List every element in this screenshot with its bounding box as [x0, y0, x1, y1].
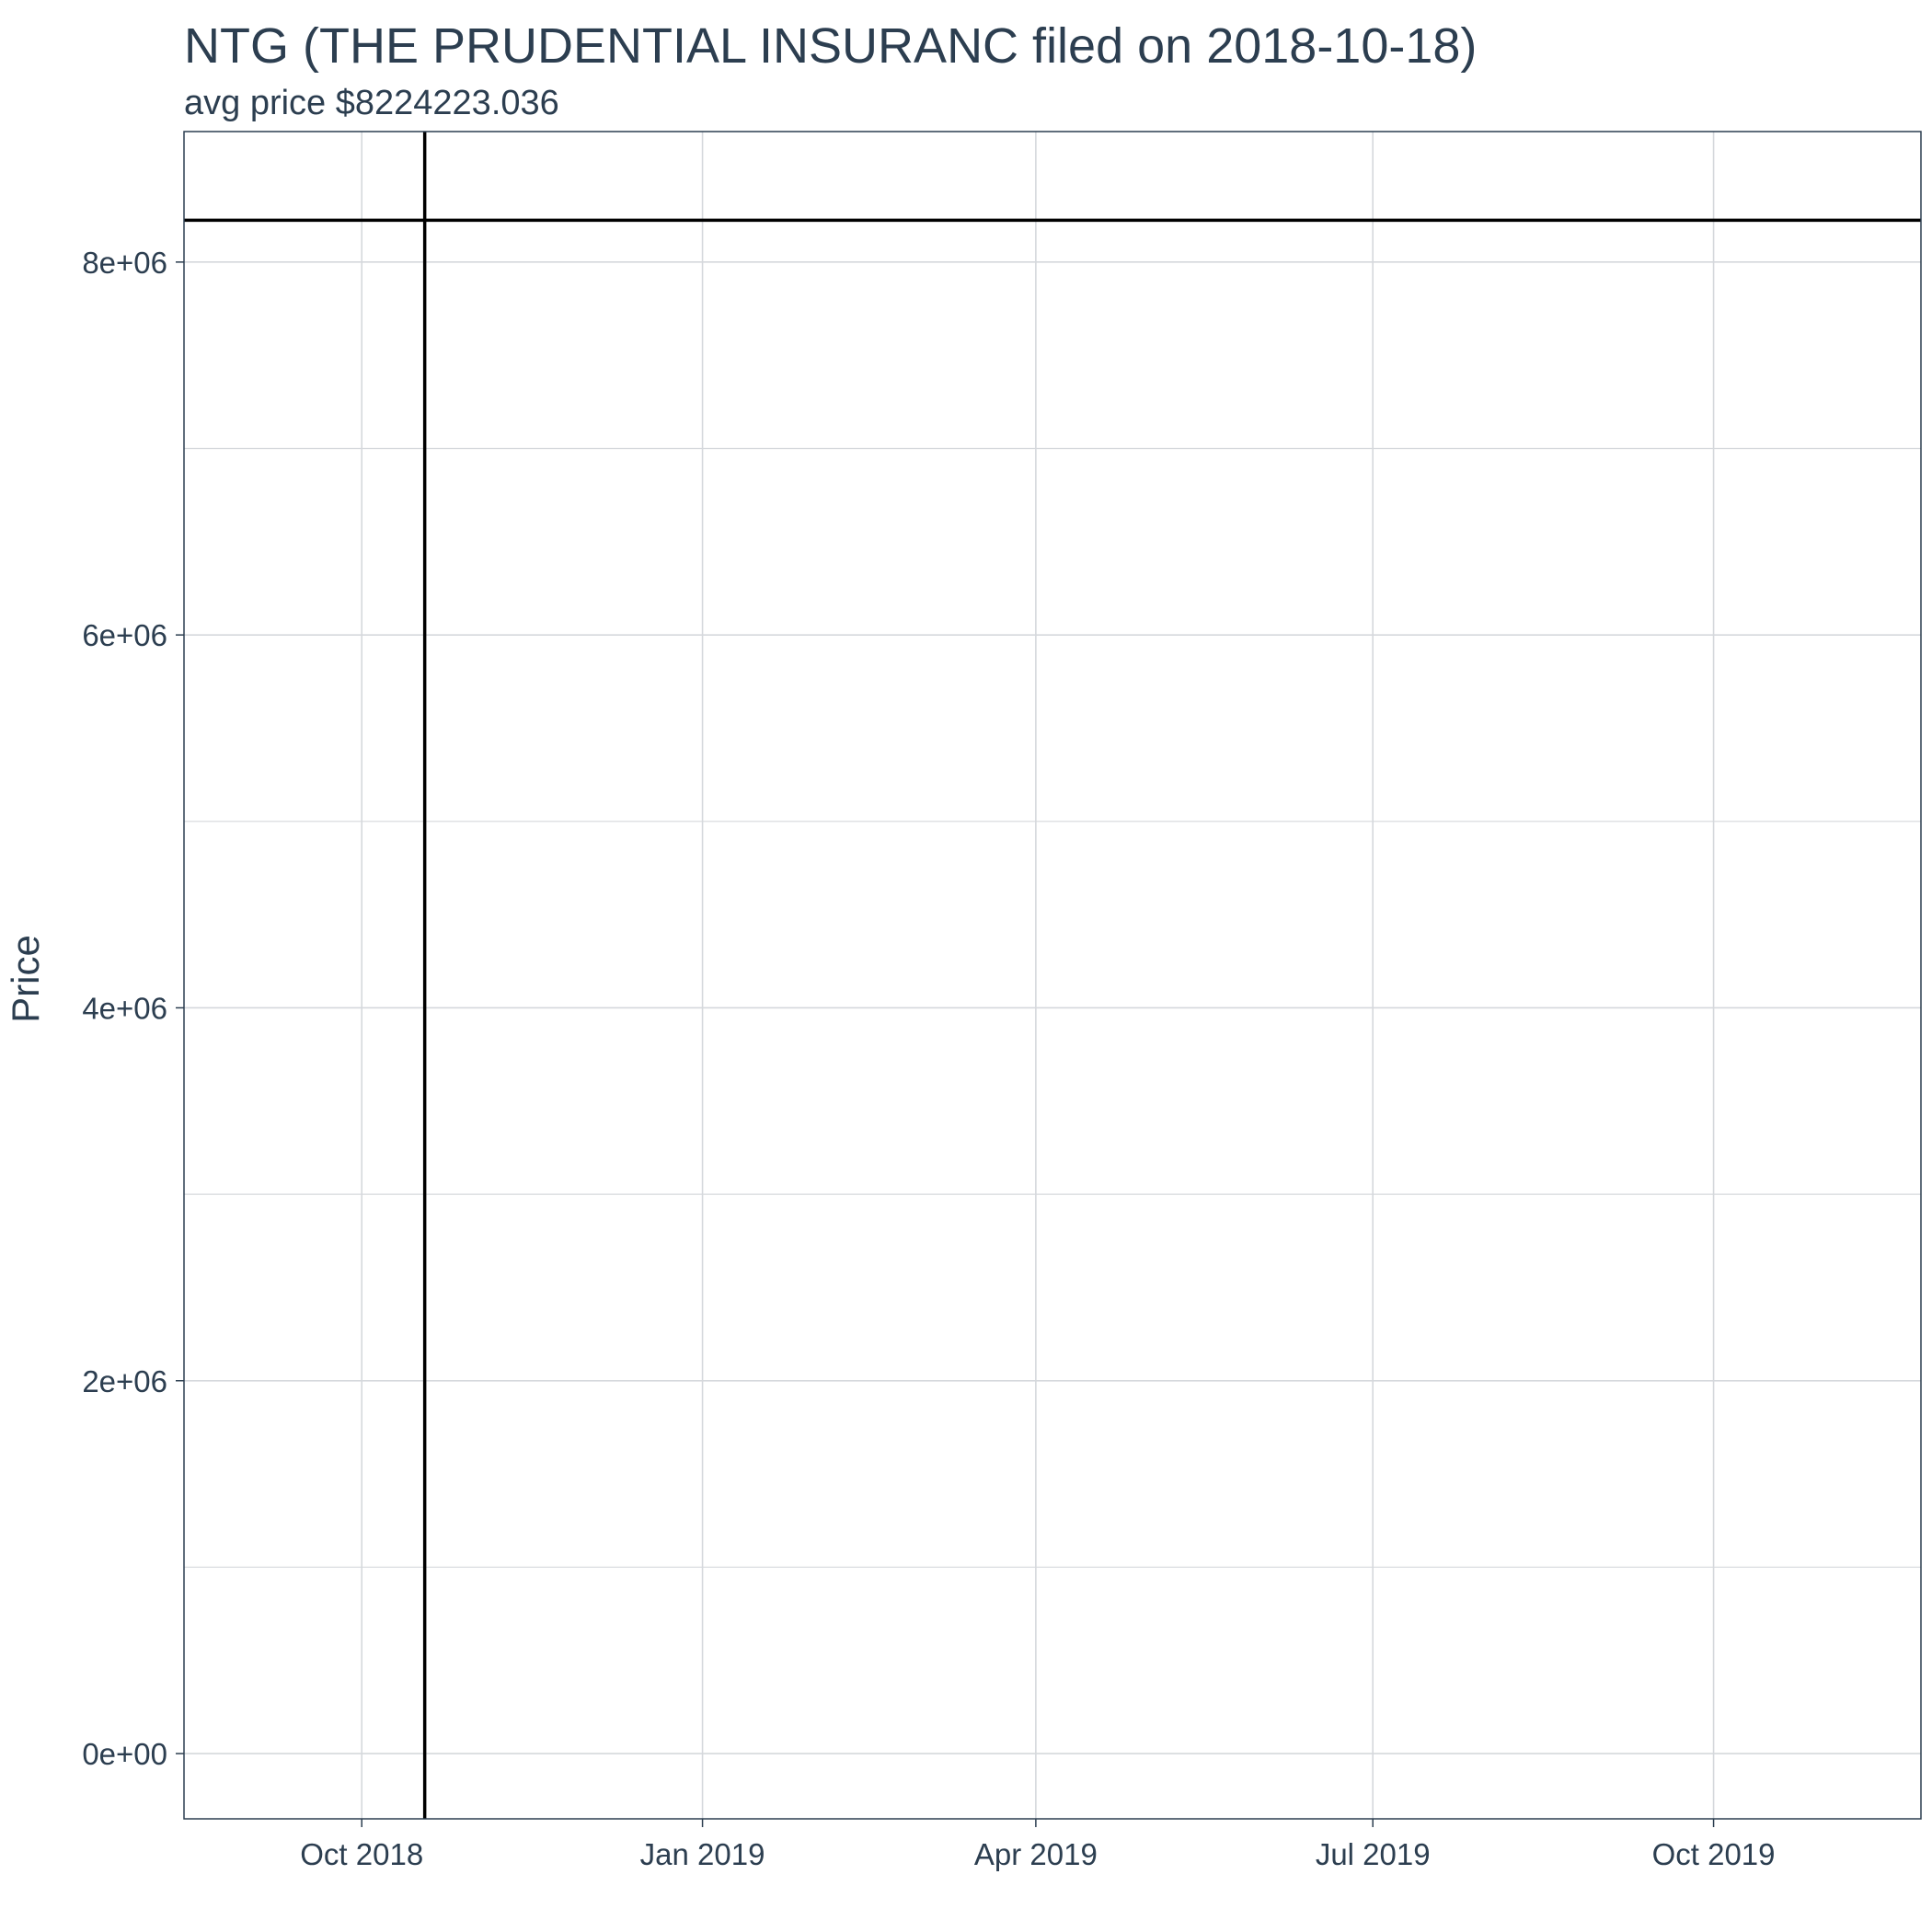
panel-border: [183, 131, 1922, 1820]
y-tick-label: 0e+00: [82, 1737, 167, 1771]
y-axis-title: Price: [4, 935, 47, 1023]
x-tick-label: Apr 2019: [974, 1837, 1098, 1871]
x-tick-label: Oct 2018: [300, 1837, 423, 1871]
y-axis: 0e+00 2e+06 4e+06 6e+06 8e+06: [82, 246, 184, 1771]
gridlines: [184, 132, 1921, 1819]
y-tick-label: 2e+06: [82, 1364, 167, 1398]
chart-subtitle: avg price $8224223.036: [184, 84, 559, 122]
y-tick-label: 8e+06: [82, 246, 167, 280]
x-tick-label: Jan 2019: [640, 1837, 765, 1871]
reference-lines: [184, 132, 1921, 1819]
chart-title: NTG (THE PRUDENTIAL INSURANC filed on 20…: [184, 18, 1478, 74]
x-axis: Oct 2018 Jan 2019 Apr 2019 Jul 2019 Oct 2019: [300, 1819, 1776, 1871]
x-tick-label: Jul 2019: [1316, 1837, 1431, 1871]
x-tick-label: Oct 2019: [1652, 1837, 1776, 1871]
y-tick-label: 6e+06: [82, 618, 167, 652]
y-tick-label: 4e+06: [82, 991, 167, 1025]
